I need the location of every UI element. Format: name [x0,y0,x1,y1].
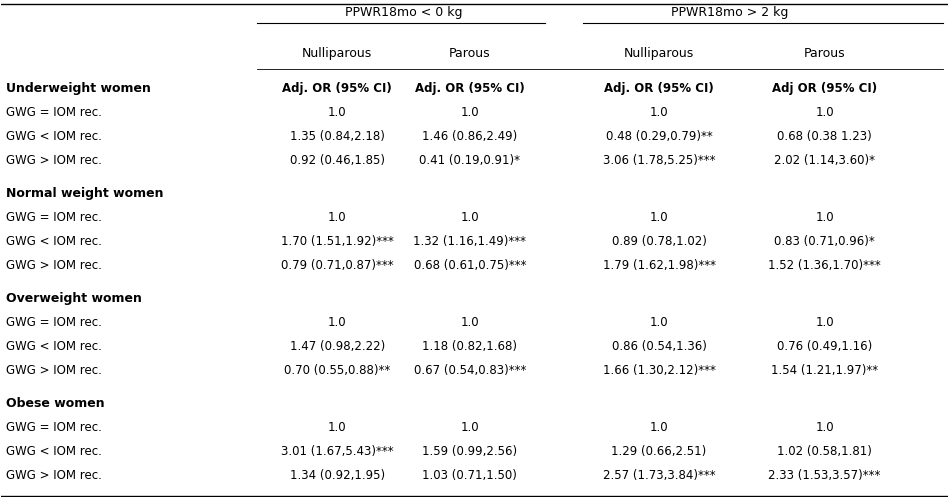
Text: 0.76 (0.49,1.16): 0.76 (0.49,1.16) [777,340,872,353]
Text: 1.0: 1.0 [815,106,834,119]
Text: GWG = IOM rec.: GWG = IOM rec. [6,106,102,119]
Text: 1.52 (1.36,1.70)***: 1.52 (1.36,1.70)*** [769,259,881,272]
Text: GWG < IOM rec.: GWG < IOM rec. [6,340,102,353]
Text: Adj. OR (95% CI): Adj. OR (95% CI) [415,82,525,95]
Text: GWG > IOM rec.: GWG > IOM rec. [6,365,102,377]
Text: 1.0: 1.0 [460,421,479,434]
Text: GWG > IOM rec.: GWG > IOM rec. [6,469,102,482]
Text: 1.46 (0.86,2.49): 1.46 (0.86,2.49) [422,130,517,143]
Text: 1.54 (1.21,1.97)**: 1.54 (1.21,1.97)** [771,365,878,377]
Text: GWG < IOM rec.: GWG < IOM rec. [6,235,102,248]
Text: PPWR18mo > 2 kg: PPWR18mo > 2 kg [671,5,789,19]
Text: 0.68 (0.38 1.23): 0.68 (0.38 1.23) [777,130,872,143]
Text: 0.48 (0.29,0.79)**: 0.48 (0.29,0.79)** [605,130,713,143]
Text: 1.02 (0.58,1.81): 1.02 (0.58,1.81) [777,445,872,458]
Text: Parous: Parous [804,47,846,60]
Text: GWG = IOM rec.: GWG = IOM rec. [6,316,102,329]
Text: 1.0: 1.0 [650,421,668,434]
Text: 0.67 (0.54,0.83)***: 0.67 (0.54,0.83)*** [414,365,526,377]
Text: 1.59 (0.99,2.56): 1.59 (0.99,2.56) [422,445,517,458]
Text: Adj OR (95% CI): Adj OR (95% CI) [772,82,877,95]
Text: 0.41 (0.19,0.91)*: 0.41 (0.19,0.91)* [419,154,520,167]
Text: Overweight women: Overweight women [6,291,142,305]
Text: 2.02 (1.14,3.60)*: 2.02 (1.14,3.60)* [774,154,875,167]
Text: Nulliparous: Nulliparous [302,47,372,60]
Text: GWG < IOM rec.: GWG < IOM rec. [6,445,102,458]
Text: GWG = IOM rec.: GWG = IOM rec. [6,211,102,224]
Text: 0.83 (0.71,0.96)*: 0.83 (0.71,0.96)* [774,235,875,248]
Text: 1.32 (1.16,1.49)***: 1.32 (1.16,1.49)*** [413,235,527,248]
Text: 1.29 (0.66,2.51): 1.29 (0.66,2.51) [611,445,707,458]
Text: PPWR18mo < 0 kg: PPWR18mo < 0 kg [344,5,462,19]
Text: 0.79 (0.71,0.87)***: 0.79 (0.71,0.87)*** [281,259,394,272]
Text: GWG > IOM rec.: GWG > IOM rec. [6,259,102,272]
Text: 0.68 (0.61,0.75)***: 0.68 (0.61,0.75)*** [414,259,526,272]
Text: 1.0: 1.0 [815,211,834,224]
Text: 1.0: 1.0 [650,211,668,224]
Text: 3.01 (1.67,5.43)***: 3.01 (1.67,5.43)*** [281,445,394,458]
Text: Adj. OR (95% CI): Adj. OR (95% CI) [283,82,392,95]
Text: 1.79 (1.62,1.98)***: 1.79 (1.62,1.98)*** [603,259,716,272]
Text: 1.47 (0.98,2.22): 1.47 (0.98,2.22) [289,340,385,353]
Text: GWG < IOM rec.: GWG < IOM rec. [6,130,102,143]
Text: 0.89 (0.78,1.02): 0.89 (0.78,1.02) [611,235,706,248]
Text: Parous: Parous [449,47,491,60]
Text: Underweight women: Underweight women [6,82,151,95]
Text: 0.92 (0.46,1.85): 0.92 (0.46,1.85) [289,154,384,167]
Text: 1.70 (1.51,1.92)***: 1.70 (1.51,1.92)*** [281,235,394,248]
Text: Nulliparous: Nulliparous [623,47,694,60]
Text: 1.18 (0.82,1.68): 1.18 (0.82,1.68) [422,340,517,353]
Text: 1.0: 1.0 [460,106,479,119]
Text: GWG = IOM rec.: GWG = IOM rec. [6,421,102,434]
Text: 0.86 (0.54,1.36): 0.86 (0.54,1.36) [611,340,706,353]
Text: 1.0: 1.0 [650,316,668,329]
Text: 1.0: 1.0 [650,106,668,119]
Text: GWG > IOM rec.: GWG > IOM rec. [6,154,102,167]
Text: 3.06 (1.78,5.25)***: 3.06 (1.78,5.25)*** [603,154,716,167]
Text: 1.34 (0.92,1.95): 1.34 (0.92,1.95) [289,469,385,482]
Text: 1.35 (0.84,2.18): 1.35 (0.84,2.18) [289,130,384,143]
Text: 1.0: 1.0 [815,421,834,434]
Text: 1.0: 1.0 [460,211,479,224]
Text: 1.0: 1.0 [815,316,834,329]
Text: 1.0: 1.0 [328,106,346,119]
Text: 1.0: 1.0 [328,316,346,329]
Text: Adj. OR (95% CI): Adj. OR (95% CI) [605,82,714,95]
Text: 2.57 (1.73,3.84)***: 2.57 (1.73,3.84)*** [603,469,716,482]
Text: 1.66 (1.30,2.12)***: 1.66 (1.30,2.12)*** [603,365,716,377]
Text: 1.0: 1.0 [328,211,346,224]
Text: Obese women: Obese women [6,396,104,409]
Text: 0.70 (0.55,0.88)**: 0.70 (0.55,0.88)** [284,365,390,377]
Text: 2.33 (1.53,3.57)***: 2.33 (1.53,3.57)*** [769,469,881,482]
Text: 1.03 (0.71,1.50): 1.03 (0.71,1.50) [422,469,517,482]
Text: 1.0: 1.0 [460,316,479,329]
Text: Normal weight women: Normal weight women [6,187,163,200]
Text: 1.0: 1.0 [328,421,346,434]
